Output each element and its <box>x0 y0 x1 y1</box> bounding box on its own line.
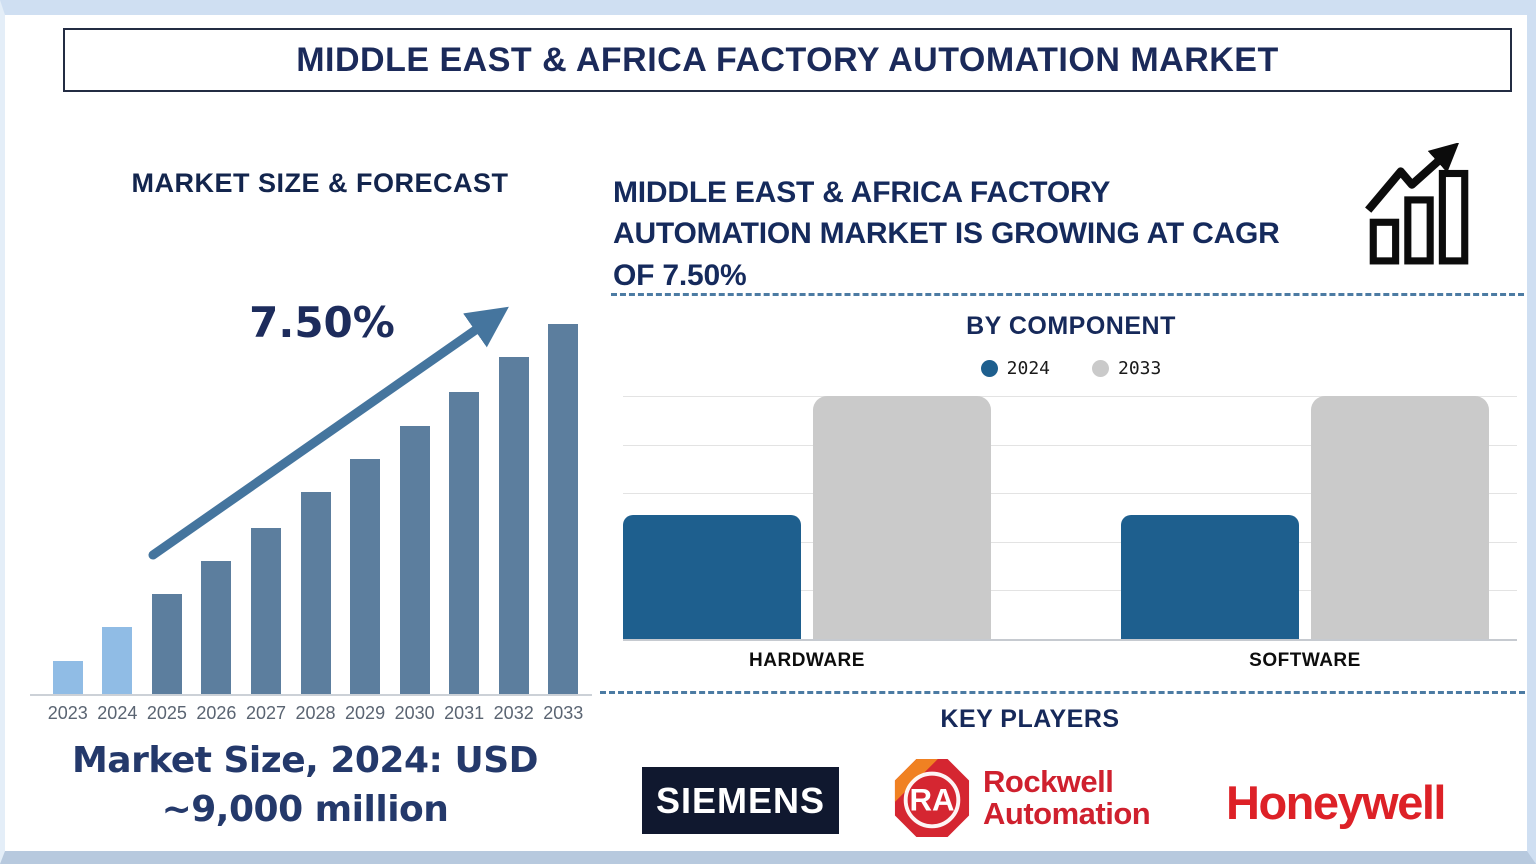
year-label-2027: 2027 <box>245 703 286 723</box>
legend-label-2033: 2033 <box>1118 358 1162 379</box>
forecast-bar-slot <box>43 324 93 694</box>
year-label-2033: 2033 <box>543 703 584 723</box>
market-forecast-bar-chart <box>43 324 588 694</box>
legend-dot-2033 <box>1092 360 1109 377</box>
forecast-bar-slot <box>538 324 588 694</box>
growth-chart-icon <box>1365 143 1469 265</box>
forecast-bar-slot <box>241 324 291 694</box>
bar-group-hardware: HARDWARE <box>623 396 991 671</box>
legend-dot-2024 <box>980 360 998 377</box>
legend-label-2024: 2024 <box>1006 358 1050 379</box>
cagr-headline: MIDDLE EAST & AFRICA FACTORY AUTOMATION … <box>613 176 1280 292</box>
bar-hardware-2024 <box>623 515 801 639</box>
page-title-box: MIDDLE EAST & AFRICA FACTORY AUTOMATION … <box>63 28 1512 92</box>
year-label-2025: 2025 <box>146 703 187 723</box>
forecast-bar-2028 <box>300 492 331 694</box>
gridline <box>623 493 1517 495</box>
rockwell-text-line-1: Rockwell <box>983 764 1114 800</box>
cagr-annotation: 7.50% <box>249 298 395 347</box>
year-label-2032: 2032 <box>493 703 534 723</box>
caption-line-1: Market Size, 2024: USD <box>71 740 539 781</box>
gridline <box>623 590 1517 592</box>
rockwell-logo-text: Rockwell Automation <box>983 764 1151 831</box>
forecast-bar-2027 <box>250 527 281 694</box>
forecast-bar-slot <box>93 324 143 694</box>
forecast-bar-2030 <box>399 425 430 694</box>
bar-software-2024 <box>1121 515 1299 639</box>
forecast-bar-2029 <box>350 459 381 694</box>
forecast-bar-2024 <box>102 627 133 694</box>
category-label-software: SOFTWARE <box>1249 650 1361 671</box>
forecast-bar-slot <box>439 324 489 694</box>
forecast-bar-slot <box>340 324 390 694</box>
by-component-legend: 2024 2033 <box>613 358 1527 379</box>
siemens-logo: SIEMENS <box>642 767 839 834</box>
year-label-2026: 2026 <box>196 703 237 723</box>
rockwell-badge-text: RA <box>909 783 954 818</box>
gridline <box>623 639 1517 641</box>
forecast-bar-slot <box>291 324 341 694</box>
dashed-separator-bottom <box>600 691 1525 694</box>
market-size-caption: Market Size, 2024: USD ~9,000 million <box>25 737 585 834</box>
rockwell-badge-icon: RA <box>894 759 970 837</box>
rockwell-text-line-2: Automation <box>983 796 1151 831</box>
forecast-bar-slot <box>390 324 440 694</box>
category-label-hardware: HARDWARE <box>749 650 865 671</box>
forecast-chart-baseline <box>30 694 592 696</box>
rockwell-automation-logo: RA Rockwell Automation <box>893 757 1151 839</box>
market-size-heading: MARKET SIZE & FORECAST <box>131 168 509 198</box>
honeywell-logo: Honeywell <box>1226 776 1446 829</box>
by-component-bar-chart: HARDWARE SOFTWARE <box>623 396 1517 671</box>
year-label-2028: 2028 <box>295 703 336 723</box>
siemens-logo-text: SIEMENS <box>655 779 826 821</box>
bar-group-software: SOFTWARE <box>1121 396 1489 671</box>
forecast-bar-2032 <box>498 357 529 694</box>
forecast-bar-slot <box>489 324 539 694</box>
forecast-bar-slot <box>142 324 192 694</box>
legend-item-2024: 2024 <box>980 358 1050 379</box>
forecast-bar-2023 <box>52 660 83 694</box>
forecast-bar-2025 <box>151 594 182 694</box>
year-label-2029: 2029 <box>345 703 386 723</box>
forecast-bar-slot <box>192 324 242 694</box>
by-component-title: BY COMPONENT <box>966 312 1176 340</box>
caption-line-2: ~9,000 million <box>161 788 449 830</box>
year-axis-labels: 2023 2024 2025 2026 2027 2028 2029 2030 2031 2032… <box>43 703 588 724</box>
page-title: MIDDLE EAST & AFRICA FACTORY AUTOMATION … <box>296 40 1279 79</box>
year-label-2031: 2031 <box>444 703 485 723</box>
dashed-separator-top <box>611 293 1527 296</box>
forecast-bar-2031 <box>449 392 480 694</box>
forecast-bar-2026 <box>201 560 232 694</box>
legend-item-2033: 2033 <box>1092 358 1161 379</box>
forecast-bar-2033 <box>548 324 579 694</box>
gridline <box>623 444 1517 446</box>
gridline <box>623 396 1517 397</box>
key-players-title: KEY PLAYERS <box>940 705 1120 733</box>
bar-software-2033 <box>1311 396 1489 639</box>
year-label-2024: 2024 <box>97 703 138 723</box>
gridline <box>623 541 1517 543</box>
year-label-2023: 2023 <box>47 703 88 723</box>
bar-hardware-2033 <box>813 396 991 639</box>
year-label-2030: 2030 <box>394 703 435 723</box>
trend-arrow-icon <box>148 306 509 560</box>
